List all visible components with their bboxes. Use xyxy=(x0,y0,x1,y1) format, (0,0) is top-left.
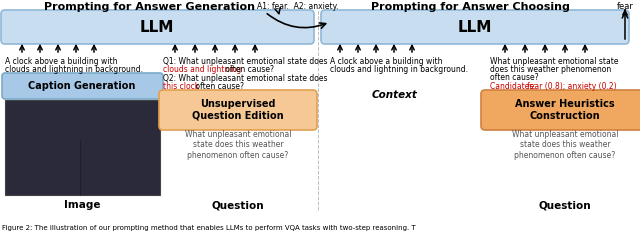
Text: clouds and lightning: clouds and lightning xyxy=(163,65,241,74)
Text: does this weather phenomenon: does this weather phenomenon xyxy=(490,65,611,74)
Text: LLM: LLM xyxy=(458,20,492,34)
Text: Caption Generation: Caption Generation xyxy=(28,81,136,91)
Text: clouds and lightning in background.: clouds and lightning in background. xyxy=(5,65,143,74)
Text: often cause?: often cause? xyxy=(193,82,244,91)
FancyBboxPatch shape xyxy=(321,10,629,44)
FancyBboxPatch shape xyxy=(481,90,640,130)
Text: Context: Context xyxy=(372,90,418,100)
Text: Image: Image xyxy=(64,200,100,210)
Text: Unsupervised
Question Edition: Unsupervised Question Edition xyxy=(192,99,284,121)
FancyBboxPatch shape xyxy=(5,100,160,195)
Text: Question: Question xyxy=(212,200,264,210)
Text: Question: Question xyxy=(539,200,591,210)
FancyBboxPatch shape xyxy=(159,90,317,130)
FancyBboxPatch shape xyxy=(2,73,163,99)
Text: often cause?: often cause? xyxy=(223,65,274,74)
Text: LLM: LLM xyxy=(140,20,174,34)
Text: this clock: this clock xyxy=(163,82,199,91)
Text: Q1: What unpleasant emotional state does: Q1: What unpleasant emotional state does xyxy=(163,57,328,66)
Text: Figure 2: The illustration of our prompting method that enables LLMs to perform : Figure 2: The illustration of our prompt… xyxy=(2,225,416,231)
Text: A clock above a building with: A clock above a building with xyxy=(5,57,118,66)
Text: often cause?: often cause? xyxy=(490,73,539,82)
Text: Candidates:: Candidates: xyxy=(490,82,538,91)
Text: Prompting for Answer Choosing: Prompting for Answer Choosing xyxy=(371,2,570,12)
Text: Q2: What unpleasant emotional state does: Q2: What unpleasant emotional state does xyxy=(163,74,328,83)
FancyBboxPatch shape xyxy=(1,10,314,44)
Text: fear: fear xyxy=(616,2,634,11)
Text: What unpleasant emotional
state does this weather
phenomenon often cause?: What unpleasant emotional state does thi… xyxy=(185,130,291,160)
Text: Prompting for Answer Generation: Prompting for Answer Generation xyxy=(45,2,255,12)
Text: clouds and lightning in background.: clouds and lightning in background. xyxy=(330,65,468,74)
Text: A clock above a building with: A clock above a building with xyxy=(330,57,442,66)
Text: Answer Heuristics
Construction: Answer Heuristics Construction xyxy=(515,99,615,121)
Text: What unpleasant emotional state: What unpleasant emotional state xyxy=(490,57,618,66)
Text: A1: fear.  A2: anxiety.: A1: fear. A2: anxiety. xyxy=(257,2,339,11)
Text: fear (0.8); anxiety (0.2): fear (0.8); anxiety (0.2) xyxy=(527,82,616,91)
Text: What unpleasant emotional
state does this weather
phenomenon often cause?: What unpleasant emotional state does thi… xyxy=(512,130,618,160)
